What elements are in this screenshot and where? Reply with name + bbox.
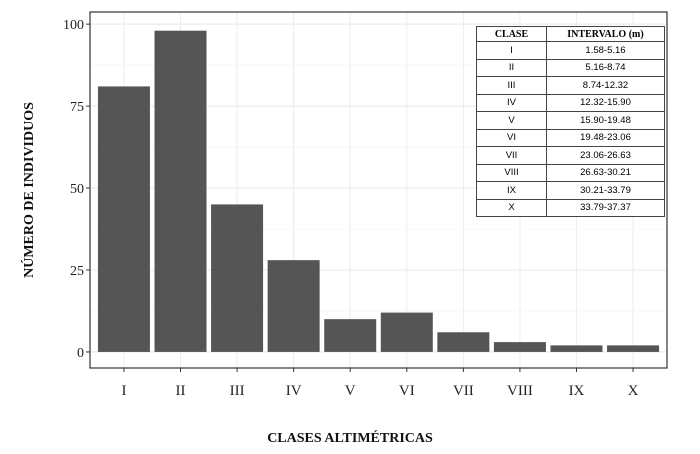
x-tick-label: IX — [569, 383, 585, 399]
interval-cell: 26.63-30.21 — [546, 163, 665, 182]
x-tick-label: X — [628, 383, 639, 399]
x-tick-label: V — [345, 383, 356, 399]
table-row: IX 30.21-33.79 — [476, 181, 665, 200]
interval-cell: 33.79-37.37 — [546, 198, 665, 217]
class-cell: VI — [476, 128, 547, 147]
x-tick-label: VI — [399, 383, 415, 399]
class-cell: IX — [476, 181, 547, 200]
class-cell: II — [476, 58, 547, 77]
y-tick-label: 25 — [70, 264, 84, 279]
x-tick-label: III — [230, 383, 245, 399]
x-tick-label: VII — [453, 383, 474, 399]
bar-VII — [437, 332, 490, 352]
bar-III — [211, 204, 264, 352]
interval-cell: 23.06-26.63 — [546, 146, 665, 165]
y-axis-title: NÚMERO DE INDIVIDUOS — [20, 102, 37, 278]
bar-X — [607, 345, 660, 352]
header-clase: CLASE — [476, 26, 547, 42]
class-cell: VII — [476, 146, 547, 165]
interval-cell: 19.48-23.06 — [546, 128, 665, 147]
class-cell: IV — [476, 93, 547, 112]
class-cell: I — [476, 41, 547, 60]
table-row: I 1.58-5.16 — [476, 41, 665, 60]
y-tick-label: 100 — [63, 18, 84, 33]
bar-V — [324, 319, 377, 352]
x-tick-label: II — [176, 383, 186, 399]
bar-VI — [380, 312, 433, 352]
y-tick-label: 75 — [70, 100, 84, 115]
table-row: VI 19.48-23.06 — [476, 128, 665, 147]
table-header-row: CLASE INTERVALO (m) — [476, 26, 665, 42]
bar-I — [97, 86, 150, 352]
interval-cell: 30.21-33.79 — [546, 181, 665, 200]
table-row: VIII 26.63-30.21 — [476, 163, 665, 182]
table-row: II 5.16-8.74 — [476, 58, 665, 77]
x-tick-label: IV — [286, 383, 302, 399]
x-tick-label: VIII — [507, 383, 533, 399]
interval-cell: 1.58-5.16 — [546, 41, 665, 60]
interval-cell: 15.90-19.48 — [546, 111, 665, 130]
table-row: III 8.74-12.32 — [476, 76, 665, 95]
x-axis-title: CLASES ALTIMÉTRICAS — [267, 429, 433, 446]
class-cell: III — [476, 76, 547, 95]
y-tick-label: 50 — [70, 182, 84, 197]
table-row: X 33.79-37.37 — [476, 198, 665, 217]
y-tick-label: 0 — [77, 346, 84, 361]
table-row: V 15.90-19.48 — [476, 111, 665, 130]
bar-VIII — [493, 342, 546, 352]
bar-IV — [267, 260, 320, 352]
interval-cell: 8.74-12.32 — [546, 76, 665, 95]
interval-table: CLASE INTERVALO (m) I 1.58-5.16 II 5.16-8.7… — [476, 26, 665, 217]
header-intervalo: INTERVALO (m) — [546, 26, 665, 42]
class-cell: V — [476, 111, 547, 130]
table-row: IV 12.32-15.90 — [476, 93, 665, 112]
bar-IX — [550, 345, 603, 352]
table-row: VII 23.06-26.63 — [476, 146, 665, 165]
interval-cell: 12.32-15.90 — [546, 93, 665, 112]
bar-II — [154, 30, 207, 352]
plot-border — [89, 11, 668, 369]
class-cell: VIII — [476, 163, 547, 182]
interval-cell: 5.16-8.74 — [546, 58, 665, 77]
class-cell: X — [476, 198, 547, 217]
x-tick-label: I — [121, 383, 126, 399]
